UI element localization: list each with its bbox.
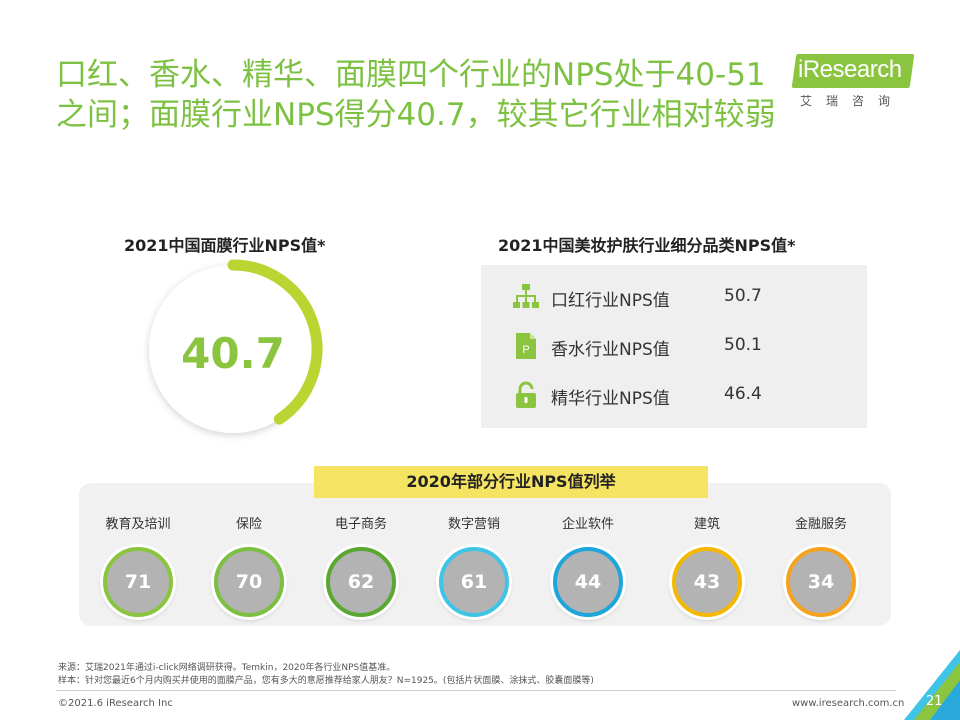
industry-value-circle: 44 bbox=[553, 547, 623, 617]
industry-value-circle: 43 bbox=[672, 547, 742, 617]
category-row-lipstick: 口红行业NPS值 50.7 bbox=[481, 277, 867, 317]
logo-subtitle: 艾瑞咨询 bbox=[800, 94, 905, 108]
category-value: 50.1 bbox=[724, 335, 762, 355]
page-title-line-1: 口红、香水、精华、面膜四个行业的NPS处于40-51 bbox=[56, 57, 766, 93]
industry-item: 建筑 43 bbox=[662, 515, 752, 617]
industry-value-circle: 71 bbox=[103, 547, 173, 617]
category-label: 精华行业NPS值 bbox=[551, 389, 670, 409]
industry-name: 电子商务 bbox=[334, 517, 387, 532]
category-row-essence: 精华行业NPS值 46.4 bbox=[481, 375, 867, 415]
source-note: 来源：艾瑞2021年通过i-click网络调研获得。Temkin，2020年各行… bbox=[58, 663, 396, 673]
industry-value-circle: 70 bbox=[214, 547, 284, 617]
industry-name: 建筑 bbox=[693, 517, 720, 532]
corner-decoration bbox=[904, 650, 960, 720]
industry-name: 教育及培训 bbox=[105, 517, 171, 532]
logo-wordmark: iResearch bbox=[798, 56, 902, 83]
industry-name: 保险 bbox=[235, 517, 262, 532]
industry-value-circle: 34 bbox=[786, 547, 856, 617]
page-title: 口红、香水、精华、面膜四个行业的NPS处于40-51 之间；面膜行业NPS得分4… bbox=[56, 55, 796, 135]
category-nps-panel: 口红行业NPS值 50.7 P 香水行业NPS值 50.1 精华行业NPS值 4… bbox=[481, 265, 867, 428]
page-title-line-2: 之间；面膜行业NPS得分40.7，较其它行业相对较弱 bbox=[56, 97, 776, 133]
category-label: 口红行业NPS值 bbox=[551, 291, 670, 311]
gauge-progress-arc bbox=[227, 259, 323, 425]
footer-divider bbox=[56, 690, 896, 691]
industry-item: 保险 70 bbox=[204, 515, 294, 617]
svg-text:P: P bbox=[522, 344, 529, 356]
facemask-nps-gauge: 40.7 bbox=[143, 259, 333, 449]
page-number: 21 bbox=[926, 694, 943, 709]
website: www.iresearch.com.cn bbox=[792, 698, 905, 709]
industry-item: 金融服务 34 bbox=[776, 515, 866, 617]
document-p-icon: P bbox=[513, 332, 539, 360]
sample-note: 样本：针对您最近6个月内购买并使用的面膜产品，您有多大的意愿推荐给家人朋友？N=… bbox=[58, 676, 594, 686]
category-value: 46.4 bbox=[724, 384, 762, 404]
gauge-ring bbox=[149, 259, 323, 433]
category-row-perfume: P 香水行业NPS值 50.1 bbox=[481, 326, 867, 366]
category-value: 50.7 bbox=[724, 286, 762, 306]
industry-value-circle: 61 bbox=[439, 547, 509, 617]
facemask-nps-value: 40.7 bbox=[181, 329, 285, 378]
industry-name: 金融服务 bbox=[794, 517, 847, 532]
copyright: ©2021.6 iResearch Inc bbox=[58, 698, 173, 709]
industry-name: 数字营销 bbox=[447, 517, 500, 532]
lock-icon bbox=[513, 381, 539, 409]
industry-nps-banner: 2020年部分行业NPS值列举 bbox=[314, 466, 708, 498]
facemask-nps-title: 2021中国面膜行业NPS值* bbox=[124, 236, 326, 255]
iresearch-logo: iResearch 艾瑞咨询 bbox=[791, 50, 916, 114]
industry-item: 数字营销 61 bbox=[429, 515, 519, 617]
gauge-base bbox=[149, 265, 317, 433]
industry-item: 企业软件 44 bbox=[543, 515, 633, 617]
industry-item: 教育及培训 71 bbox=[93, 515, 183, 617]
industry-value-circle: 62 bbox=[326, 547, 396, 617]
industry-name: 企业软件 bbox=[561, 517, 614, 532]
org-chart-icon bbox=[513, 283, 539, 311]
category-label: 香水行业NPS值 bbox=[551, 340, 670, 360]
industry-item: 电子商务 62 bbox=[316, 515, 406, 617]
category-nps-title: 2021中国美妆护肤行业细分品类NPS值* bbox=[498, 236, 796, 255]
